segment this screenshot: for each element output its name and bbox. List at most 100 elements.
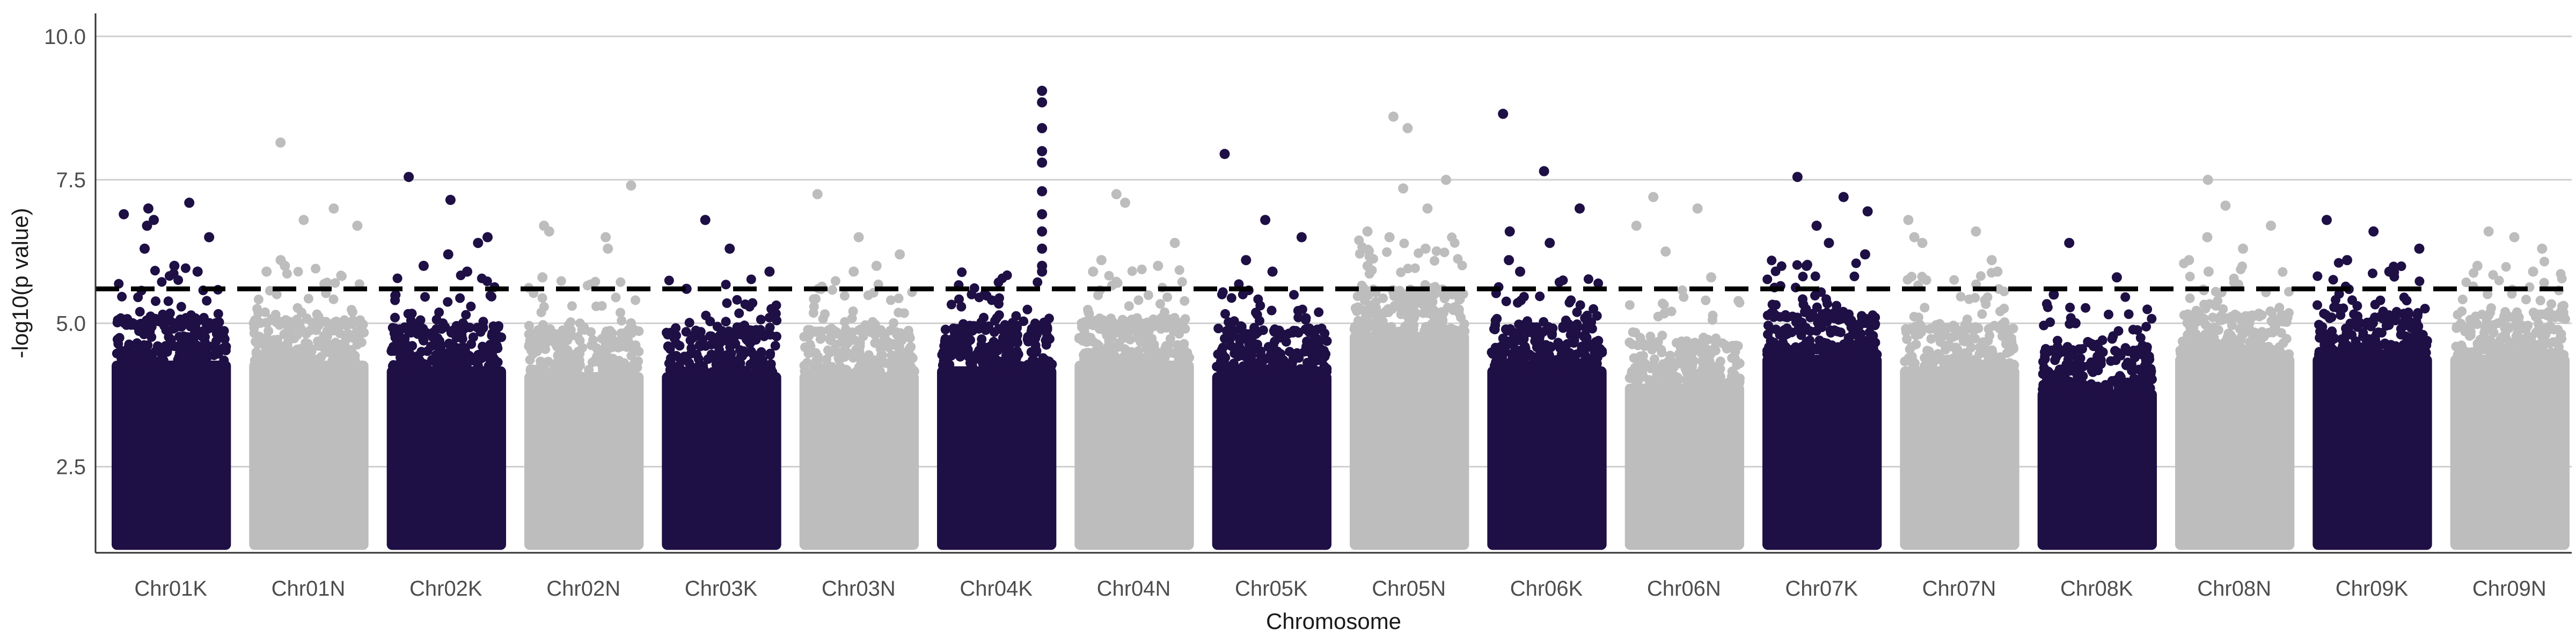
data-point <box>1133 295 1144 305</box>
data-point <box>2101 380 2111 390</box>
x-tick-label: Chr04N <box>1097 577 1171 601</box>
significant-point <box>2111 272 2122 283</box>
data-point <box>2351 336 2361 346</box>
data-point <box>1870 312 1880 323</box>
data-point <box>1950 321 1960 332</box>
data-point <box>2248 312 2258 322</box>
data-point <box>1156 324 1166 334</box>
dense-point-cloud <box>1212 372 1331 550</box>
data-point <box>721 280 731 290</box>
data-point <box>395 360 405 370</box>
data-point <box>671 350 682 361</box>
data-point <box>2559 350 2569 360</box>
data-point <box>2244 337 2255 347</box>
data-point <box>997 324 1007 334</box>
significant-point <box>2202 232 2213 243</box>
significant-point <box>1037 123 1048 134</box>
data-point <box>1926 334 1936 344</box>
data-point <box>2369 333 2379 343</box>
data-point <box>1950 344 1960 354</box>
significant-point <box>1986 255 1997 266</box>
significant-point <box>2048 289 2059 300</box>
data-point <box>1165 334 1175 344</box>
significant-point <box>1296 232 1307 243</box>
data-point <box>2420 304 2430 314</box>
data-point <box>1539 317 1549 327</box>
data-point <box>898 330 909 340</box>
data-point <box>347 307 357 317</box>
data-point <box>713 340 722 350</box>
data-point <box>548 364 559 375</box>
data-point <box>1717 338 1728 348</box>
data-point <box>461 310 471 320</box>
data-point <box>2106 356 2116 366</box>
data-point <box>2058 382 2068 392</box>
data-point <box>1583 338 1593 348</box>
data-point <box>2060 347 2070 357</box>
data-point <box>1801 323 1811 333</box>
data-point <box>219 355 229 365</box>
data-point <box>892 341 903 352</box>
data-point <box>153 316 163 326</box>
data-point <box>737 351 748 361</box>
data-point <box>1409 301 1419 311</box>
significant-point <box>1992 266 2003 277</box>
data-point <box>2322 336 2332 347</box>
data-point <box>2540 338 2550 348</box>
data-point <box>946 299 956 310</box>
data-point <box>980 343 990 354</box>
data-point <box>844 349 854 359</box>
data-point <box>2213 339 2223 349</box>
data-point <box>346 355 356 365</box>
data-point <box>1019 316 1029 326</box>
x-tick-labels: Chr01K Chr01N Chr02K Chr02N Chr03K Chr03N Chr0… <box>134 577 2546 601</box>
data-point <box>2126 347 2136 357</box>
data-point <box>967 289 977 299</box>
data-point <box>1074 333 1084 343</box>
significant-point <box>1037 85 1048 96</box>
significant-point <box>1037 209 1048 219</box>
significant-point <box>2472 260 2483 271</box>
data-point <box>2537 328 2547 339</box>
data-point <box>1128 349 1138 360</box>
data-point <box>875 367 885 377</box>
data-point <box>1870 338 1880 348</box>
data-point <box>1635 352 1645 361</box>
data-point <box>202 296 212 306</box>
data-point <box>2556 269 2566 279</box>
data-point <box>1174 265 1184 275</box>
data-point <box>2347 346 2357 356</box>
data-point <box>1428 310 1438 320</box>
data-point <box>1562 339 1572 349</box>
significant-point <box>537 272 548 283</box>
data-point <box>700 341 711 351</box>
data-point <box>1797 342 1807 352</box>
data-point <box>1430 256 1439 266</box>
data-point <box>2334 289 2344 299</box>
data-point <box>1179 346 1189 356</box>
data-point <box>1582 324 1592 334</box>
data-point <box>135 306 145 317</box>
dense-point-cloud <box>112 360 231 550</box>
data-point <box>610 367 620 377</box>
data-point <box>2142 304 2153 314</box>
data-point <box>2461 347 2471 357</box>
data-point <box>1519 291 1529 302</box>
data-point <box>2039 363 2049 373</box>
data-point <box>2339 334 2350 344</box>
significant-point <box>2184 255 2194 266</box>
data-point <box>617 316 627 326</box>
data-point <box>1656 377 1665 387</box>
data-point <box>352 340 362 350</box>
data-point <box>2073 367 2083 377</box>
data-point <box>1263 342 1274 352</box>
data-point <box>264 355 274 365</box>
data-point <box>954 294 964 304</box>
dense-point-cloud <box>937 366 1057 550</box>
data-point <box>1408 289 1418 299</box>
data-point <box>2211 301 2221 311</box>
significant-point <box>142 221 152 231</box>
data-point <box>2185 272 2195 282</box>
data-point <box>392 273 402 283</box>
data-point <box>1294 353 1304 363</box>
